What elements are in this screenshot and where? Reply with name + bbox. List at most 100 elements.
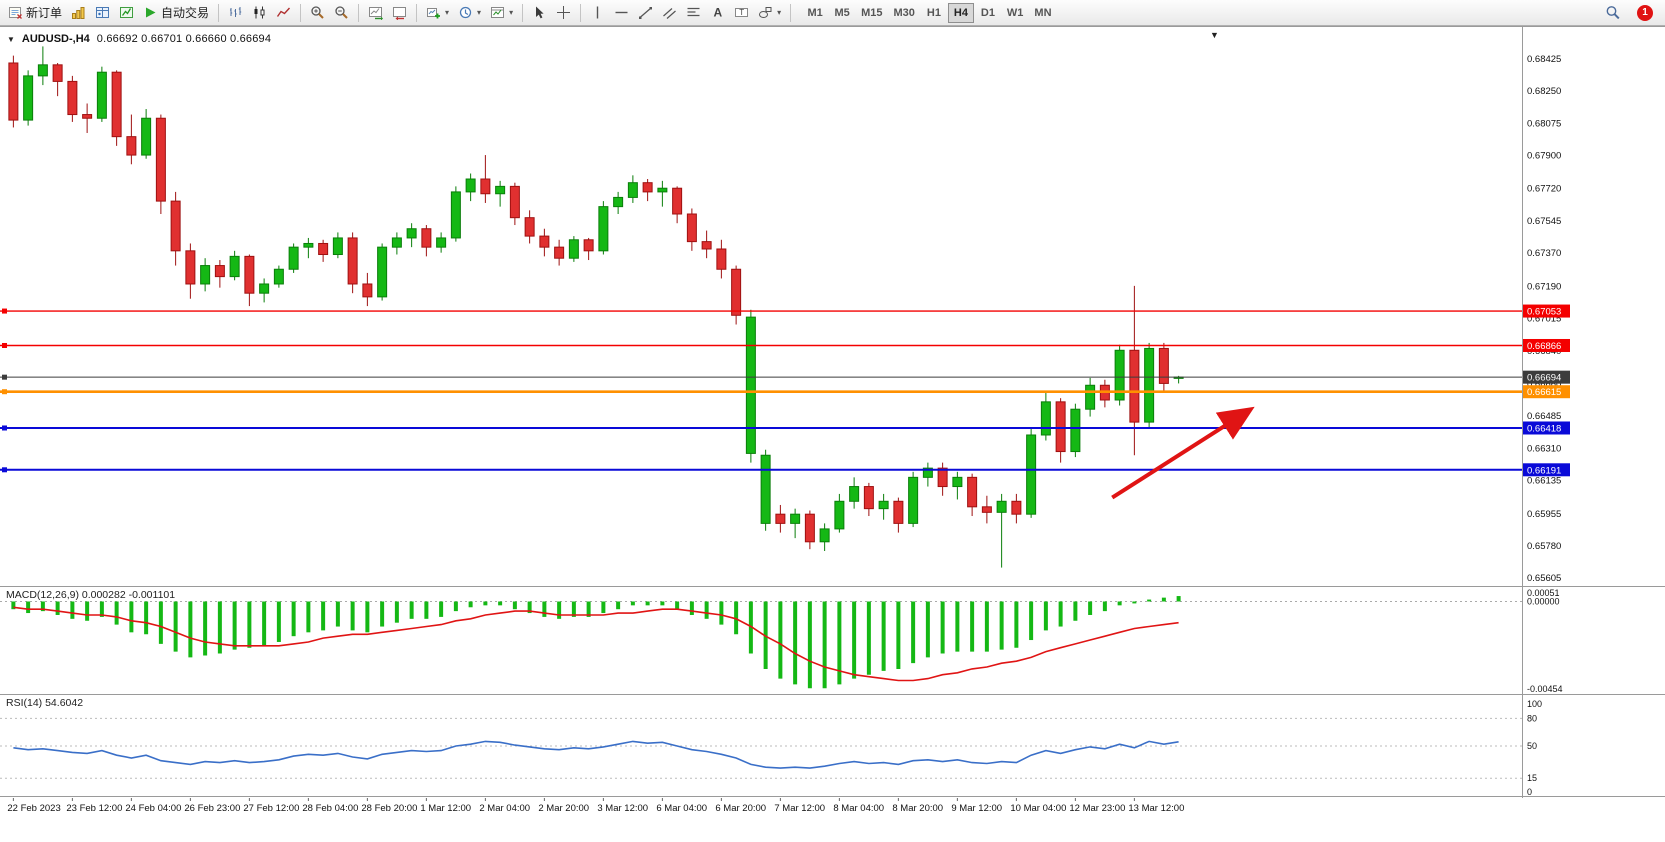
timeframe-button-d1[interactable]: D1: [975, 3, 1001, 23]
chart-canvas[interactable]: 0.68425 0.68250 0.68075 0.67900 0.67720 0.675…: [0, 26, 1665, 842]
zoom-in-button[interactable]: [306, 2, 329, 24]
svg-text:6 Mar 20:00: 6 Mar 20:00: [715, 803, 766, 814]
cursor-button[interactable]: [528, 2, 551, 24]
navigator-button[interactable]: [115, 2, 138, 24]
auto-scroll-button[interactable]: [364, 2, 387, 24]
timeframe-button-m5[interactable]: M5: [829, 3, 855, 23]
svg-text:0.66418: 0.66418: [1527, 423, 1561, 434]
symbol-dropdown-icon[interactable]: ▼: [7, 34, 15, 44]
svg-text:10 Mar 04:00: 10 Mar 04:00: [1010, 803, 1066, 814]
zoom-out-button[interactable]: [330, 2, 353, 24]
hline-0.66866[interactable]: [0, 342, 1522, 348]
macd-signal-line: [13, 606, 1179, 682]
timeframe-group: M1 M5 M15 M30 H1 H4 D1 W1 MN: [802, 2, 1056, 23]
timeframe-button-h1[interactable]: H1: [921, 3, 947, 23]
autotrading-label: 自动交易: [161, 6, 210, 20]
text-icon: A: [714, 6, 723, 20]
svg-text:8 Mar 04:00: 8 Mar 04:00: [833, 803, 884, 814]
search-button[interactable]: [1601, 2, 1625, 24]
new-order-button[interactable]: 新订单: [4, 2, 66, 24]
search-icon: [1606, 5, 1620, 19]
svg-text:1 Mar 12:00: 1 Mar 12:00: [420, 803, 471, 814]
chart-symbol: AUDUSD-,H4: [21, 33, 90, 45]
bar-chart-button[interactable]: [224, 2, 247, 24]
trend-arrow[interactable]: [1111, 406, 1255, 500]
svg-text:0.65605: 0.65605: [1527, 573, 1561, 584]
svg-text:28 Feb 20:00: 28 Feb 20:00: [361, 803, 417, 814]
new-chart-icon: [427, 8, 441, 19]
hline-0.66191[interactable]: [0, 467, 1522, 473]
dropdown-caret-icon: ▾: [777, 8, 782, 17]
timeframe-button-m15[interactable]: M15: [856, 3, 887, 23]
chart-ohlc-values: 0.66692 0.66701 0.66660 0.66694: [96, 33, 272, 45]
crosshair-icon: [557, 6, 571, 19]
svg-text:0.66191: 0.66191: [1527, 465, 1561, 476]
timeframe-button-mn[interactable]: MN: [1029, 3, 1056, 23]
new-order-icon: [9, 7, 22, 19]
rsi-label: RSI(14) 54.6042: [6, 697, 84, 709]
chart-shift-marker[interactable]: ▼: [1210, 30, 1219, 40]
autotrading-play-icon: [146, 7, 156, 18]
horizontal-line-button[interactable]: [610, 2, 633, 24]
trendline-button[interactable]: [634, 2, 657, 24]
main-toolbar: 新订单 自动交易 ▾ ▾: [0, 0, 1665, 26]
trendline-icon: [639, 7, 653, 19]
line-chart-button[interactable]: [272, 2, 295, 24]
market-watch-button[interactable]: [67, 2, 90, 24]
svg-text:22 Feb 2023: 22 Feb 2023: [7, 803, 60, 814]
candlestick-chart-button[interactable]: [248, 2, 271, 24]
timeframe-button-m30[interactable]: M30: [889, 3, 920, 23]
data-window-icon: [96, 7, 110, 18]
hline-0.66418[interactable]: [0, 425, 1522, 431]
shapes-icon: [759, 7, 772, 18]
chart-shift-icon: [393, 7, 407, 20]
price-badge-0.66615: 0.66615: [1523, 385, 1570, 399]
svg-text:27 Feb 12:00: 27 Feb 12:00: [243, 803, 299, 814]
channel-button[interactable]: [658, 2, 681, 24]
toolbar-separator: [790, 3, 792, 22]
hline-0.66615[interactable]: [0, 389, 1522, 395]
data-window-button[interactable]: [91, 2, 114, 24]
candlestick-series: [8, 46, 1184, 568]
svg-text:28 Feb 04:00: 28 Feb 04:00: [302, 803, 358, 814]
price-badge-0.67053: 0.67053: [1523, 304, 1570, 318]
zoom-in-icon: [311, 6, 324, 19]
hline-0.67053[interactable]: [0, 308, 1522, 314]
dropdown-caret-icon: ▾: [477, 8, 482, 17]
autotrading-button[interactable]: 自动交易: [139, 2, 213, 24]
chart-shift-button[interactable]: [388, 2, 411, 24]
templates-button[interactable]: ▾: [486, 2, 517, 24]
text-button[interactable]: A: [706, 2, 729, 24]
time-axis[interactable]: 22 Feb 2023 23 Feb 12:00 24 Feb 04:00 26 Fe…: [7, 798, 1184, 814]
crosshair-button[interactable]: [552, 2, 575, 24]
svg-text:15: 15: [1527, 773, 1537, 783]
line-chart-icon: [276, 7, 291, 17]
vertical-line-button[interactable]: [586, 2, 609, 24]
svg-text:0.68250: 0.68250: [1527, 86, 1561, 97]
timeframe-button-m1[interactable]: M1: [802, 3, 828, 23]
svg-text:0.66694: 0.66694: [1527, 373, 1561, 384]
hline-0.66694[interactable]: [0, 374, 1522, 380]
chart-window[interactable]: 0.68425 0.68250 0.68075 0.67900 0.67720 0.675…: [0, 26, 1665, 842]
svg-text:23 Feb 12:00: 23 Feb 12:00: [66, 803, 122, 814]
new-chart-button[interactable]: ▾: [422, 2, 453, 24]
toolbar-separator: [300, 3, 302, 22]
timeframe-button-w1[interactable]: W1: [1002, 3, 1029, 23]
periods-clock-icon: [459, 6, 472, 19]
svg-text:6 Mar 04:00: 6 Mar 04:00: [656, 803, 707, 814]
timeframe-button-h4[interactable]: H4: [947, 2, 974, 23]
shapes-button[interactable]: ▾: [754, 2, 785, 24]
label-button[interactable]: T: [730, 2, 753, 24]
navigator-icon: [120, 7, 134, 18]
cursor-icon: [536, 6, 544, 19]
notification-badge[interactable]: 1: [1637, 4, 1653, 21]
macd-label: MACD(12,26,9) 0.000282 -0.001101: [6, 589, 176, 601]
candlestick-chart-icon: [254, 6, 265, 19]
fibonacci-button[interactable]: [682, 2, 705, 24]
svg-text:0.00000: 0.00000: [1527, 596, 1560, 606]
svg-text:0.66485: 0.66485: [1527, 411, 1561, 422]
periods-button[interactable]: ▾: [454, 2, 485, 24]
price-axis[interactable]: 0.68425 0.68250 0.68075 0.67900 0.67720 0.675…: [1523, 54, 1570, 584]
svg-text:80: 80: [1527, 713, 1537, 723]
svg-text:13 Mar 12:00: 13 Mar 12:00: [1128, 803, 1184, 814]
